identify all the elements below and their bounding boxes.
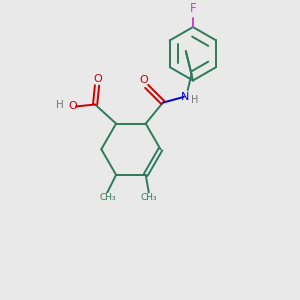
Text: O: O xyxy=(140,75,148,85)
Text: F: F xyxy=(190,2,196,15)
Text: N: N xyxy=(181,92,189,102)
Text: CH₃: CH₃ xyxy=(99,193,116,202)
Text: O: O xyxy=(69,101,77,111)
Text: CH₃: CH₃ xyxy=(141,193,157,202)
Text: O: O xyxy=(94,74,102,84)
Text: H: H xyxy=(191,95,198,105)
Text: H: H xyxy=(56,100,64,110)
